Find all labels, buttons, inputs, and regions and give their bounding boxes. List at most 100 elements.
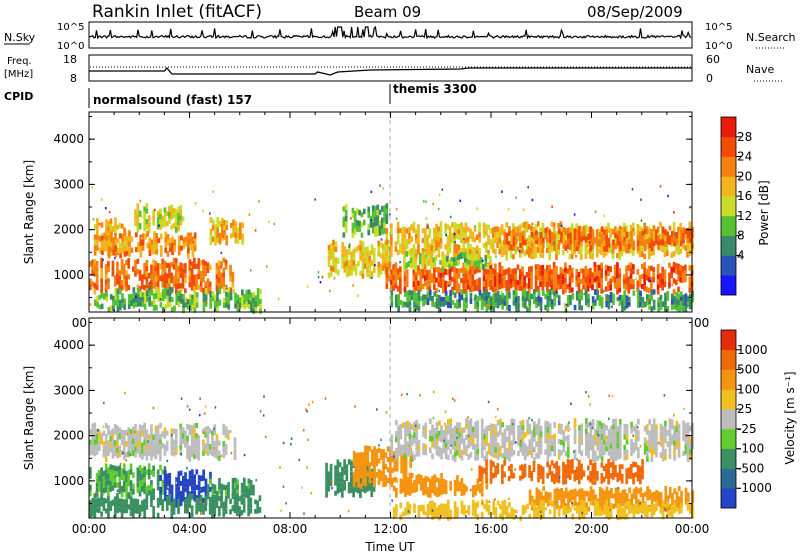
heat-cell [483, 444, 486, 451]
heat-cell [557, 477, 561, 484]
heat-cell [170, 204, 174, 210]
heat-cell [489, 477, 493, 484]
heat-cell [410, 295, 414, 301]
heat-cell [632, 473, 635, 479]
heat-cell [643, 228, 647, 235]
heat-cell [206, 441, 210, 447]
heat-cell [689, 304, 692, 310]
heat-cell [381, 223, 384, 229]
heat-cell [191, 294, 194, 300]
heat-cell [475, 245, 479, 251]
heat-cell [417, 305, 421, 312]
heat-cell [394, 241, 398, 247]
heat-cell [663, 246, 667, 252]
heat-cell [354, 246, 358, 253]
heat-cell [134, 429, 137, 436]
heat-cell [406, 441, 409, 447]
heat-cell [120, 264, 124, 270]
heat-cell [646, 440, 649, 446]
heat-cell [227, 304, 231, 310]
heat-cell [598, 453, 602, 459]
heat-cell [214, 240, 217, 246]
heat-cell [345, 271, 349, 278]
heat-cell [394, 262, 398, 268]
heat-cell [174, 215, 178, 221]
heat-cell [247, 510, 250, 517]
heat-cell [629, 469, 633, 474]
heat-cell [456, 439, 459, 445]
heat-cell [632, 478, 635, 485]
heat-cell [623, 423, 627, 430]
heat-cell [153, 231, 156, 237]
heat-cell [93, 223, 97, 230]
heat-cell [598, 426, 602, 432]
heat-cell [469, 274, 472, 281]
heat-cell [460, 449, 464, 456]
heat-cell [341, 477, 344, 483]
heat-speckle [438, 193, 441, 197]
heat-cell [675, 491, 679, 497]
heat-cell [93, 503, 97, 508]
heat-cell [501, 437, 504, 443]
heat-cell [163, 496, 167, 502]
heat-cell [458, 297, 461, 303]
heat-cell [145, 265, 149, 272]
heat-cell [501, 432, 504, 438]
heat-cell [505, 244, 508, 250]
heat-cell [668, 453, 672, 459]
heat-cell [188, 264, 192, 271]
heat-cell [224, 449, 228, 456]
heat-cell [602, 251, 606, 258]
heat-cell [435, 294, 439, 299]
heat-cell [181, 427, 185, 433]
heat-cell [444, 280, 447, 287]
heat-cell [147, 490, 151, 496]
heat-cell [136, 269, 140, 275]
heat-cell [505, 255, 508, 261]
nsearch-tick-top: 10^5 [705, 22, 732, 33]
heat-cell [616, 227, 619, 233]
heat-cell [534, 252, 538, 258]
heat-cell [691, 496, 695, 503]
heat-cell [408, 450, 412, 456]
heat-cell [494, 465, 497, 472]
heat-cell [172, 213, 176, 218]
heat-cell [401, 226, 404, 233]
heat-cell [453, 446, 457, 452]
heat-cell [551, 299, 554, 305]
heat-cell [537, 430, 541, 436]
heat-cell [188, 281, 192, 288]
heat-cell [491, 227, 495, 233]
heat-cell [490, 445, 493, 451]
heat-cell [586, 268, 590, 275]
heat-cell [204, 432, 207, 438]
heat-cell [150, 439, 153, 445]
heat-cell [614, 434, 618, 440]
heat-cell [145, 504, 149, 510]
heat-cell [256, 500, 259, 507]
heat-cell [689, 425, 692, 432]
heat-cell [614, 439, 618, 446]
heat-cell [159, 486, 162, 493]
heat-cell [367, 223, 371, 230]
heat-cell [152, 465, 155, 472]
heat-cell [541, 472, 545, 479]
heat-cell [119, 233, 122, 239]
heat-cell [379, 476, 383, 482]
heat-cell [544, 233, 547, 239]
heat-cell [382, 265, 385, 271]
heat-cell [521, 424, 525, 430]
heat-cell [366, 445, 370, 451]
heat-cell [424, 428, 428, 434]
heat-cell [184, 430, 187, 437]
heat-cell [259, 289, 262, 295]
heat-cell [401, 422, 405, 429]
heat-cell [682, 243, 685, 249]
heat-cell [350, 482, 353, 488]
heat-cell [530, 452, 534, 458]
heat-cell [406, 451, 409, 457]
heat-cell [489, 244, 493, 250]
heat-cell [175, 299, 179, 305]
heat-cell [352, 476, 356, 482]
heat-speckle [379, 184, 381, 187]
